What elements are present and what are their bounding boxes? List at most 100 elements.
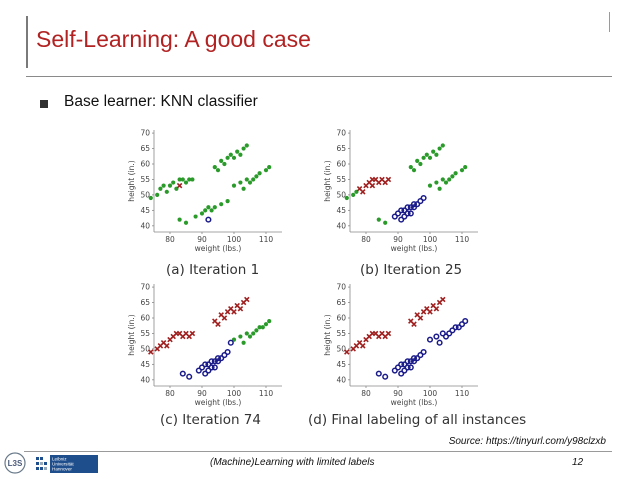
scatter-point-red xyxy=(440,296,446,303)
y-tick-label: 50 xyxy=(336,344,346,353)
scatter-point-green xyxy=(421,155,426,160)
scatter-point-blue xyxy=(211,358,218,365)
scatter-point-red xyxy=(224,309,231,315)
scatter-point-green xyxy=(267,318,272,324)
scatter-point-green xyxy=(244,177,249,182)
scatter-point-green xyxy=(235,149,240,154)
scatter-point-green xyxy=(260,325,265,330)
scatter-point-red xyxy=(360,189,366,195)
scatter-point-blue xyxy=(375,370,382,377)
scatter-point-green xyxy=(203,208,208,213)
scatter-point-blue xyxy=(214,355,222,362)
scatter-point-green xyxy=(437,146,442,151)
scatter-point-blue xyxy=(401,361,408,368)
scatter-point-blue xyxy=(198,364,206,371)
scatter-point-blue xyxy=(407,364,414,371)
scatter-point-blue xyxy=(455,324,462,331)
scatter-point-green xyxy=(450,174,455,179)
scatter-point-blue xyxy=(208,358,215,365)
scatter-point-green xyxy=(408,164,413,170)
scatter-point-green xyxy=(215,168,221,173)
scatter-point-blue xyxy=(195,367,202,374)
scatter-point-green xyxy=(247,334,253,339)
l3s-logo-text: L3S xyxy=(8,459,23,468)
scatter-point-green xyxy=(190,177,195,182)
footer-course-title: (Machine)Learning with limited labels xyxy=(210,457,375,468)
scatter-point-red xyxy=(369,182,376,189)
scatter-point-green xyxy=(247,180,253,185)
scatter-point-blue xyxy=(417,352,424,359)
y-tick-label: 40 xyxy=(336,221,346,230)
scatter-point-red xyxy=(176,182,183,189)
y-tick-label: 55 xyxy=(336,175,346,184)
scatter-point-green xyxy=(206,205,211,210)
x-tick-label: 90 xyxy=(197,389,207,398)
scatter-point-green xyxy=(222,161,227,167)
y-tick-label: 50 xyxy=(140,190,150,199)
x-axis-label: weight (lbs.) xyxy=(195,244,242,253)
scatter-point-blue xyxy=(404,358,411,365)
y-axis-label: height (in.) xyxy=(127,314,136,355)
y-tick-label: 55 xyxy=(140,329,150,338)
scatter-point-red xyxy=(417,315,424,321)
x-tick-label: 90 xyxy=(197,235,207,244)
scatter-point-blue xyxy=(394,364,402,371)
scatter-point-blue xyxy=(426,336,434,343)
scatter-point-red xyxy=(427,309,433,315)
scatter-point-blue xyxy=(414,201,421,208)
scatter-point-green xyxy=(238,180,243,185)
y-axis-label: height (in.) xyxy=(323,160,332,201)
scatter-point-red xyxy=(231,309,237,315)
scatter-point-blue xyxy=(205,216,212,223)
scatter-point-blue xyxy=(401,213,408,220)
scatter-point-green xyxy=(453,171,458,176)
x-tick-label: 110 xyxy=(259,235,274,244)
scatter-point-blue xyxy=(221,352,228,359)
scatter-point-green xyxy=(254,174,259,179)
scatter-point-green xyxy=(251,177,256,182)
scatter-point-blue xyxy=(401,207,408,214)
scatter-point-green xyxy=(180,177,185,182)
scatter-plot-iteration-1: 40 45 50 55 60 65 70 80 90 100 110 weight (lbs.) hei… xyxy=(127,129,282,253)
scatter-point-green xyxy=(267,164,272,170)
luh-logo-line-2: Universität xyxy=(52,462,74,467)
scatter-point-blue xyxy=(449,327,456,334)
scatter-point-blue xyxy=(407,204,414,211)
scatter-point-green xyxy=(161,183,166,188)
y-tick-label: 60 xyxy=(336,314,346,323)
scatter-point-green xyxy=(411,168,417,173)
scatter-plot-final-labeling: 40 45 50 55 60 65 70 80 90 100 110 weight (lbs.) hei… xyxy=(323,283,478,407)
scatter-point-green xyxy=(263,168,269,173)
scatter-point-blue xyxy=(433,333,440,340)
scatter-point-red xyxy=(215,321,221,327)
title-accent-bar-right xyxy=(609,12,610,32)
scatter-point-green xyxy=(463,164,468,170)
scatter-point-green xyxy=(225,155,230,160)
scatter-point-green xyxy=(187,177,192,182)
scatter-point-blue xyxy=(407,210,414,217)
scatter-point-green xyxy=(257,171,262,176)
bullet-text: Base learner: KNN classifier xyxy=(64,93,258,110)
scatter-point-green xyxy=(231,155,237,160)
scatter-point-green xyxy=(263,322,269,327)
scatter-point-blue xyxy=(407,358,414,365)
x-axis-label: weight (lbs.) xyxy=(391,398,438,407)
scatter-point-green xyxy=(228,152,233,157)
scatter-point-green xyxy=(158,186,163,191)
y-tick-label: 50 xyxy=(140,344,150,353)
scatter-point-green xyxy=(427,183,433,188)
scatter-point-blue xyxy=(202,361,209,368)
x-tick-label: 80 xyxy=(165,235,175,244)
scatter-point-blue xyxy=(458,321,466,328)
scatter-point-blue xyxy=(179,370,186,377)
y-axis-label: height (in.) xyxy=(323,314,332,355)
scatter-point-green xyxy=(171,180,176,185)
plot-caption-d: (d) Final labeling of all instances xyxy=(308,412,527,428)
scatter-point-red xyxy=(411,321,417,327)
y-tick-label: 65 xyxy=(336,144,346,153)
luh-logo-line-3: Hannover xyxy=(52,467,72,472)
scatter-point-blue xyxy=(205,361,212,368)
x-tick-label: 80 xyxy=(361,235,371,244)
scatter-point-green xyxy=(238,152,243,157)
